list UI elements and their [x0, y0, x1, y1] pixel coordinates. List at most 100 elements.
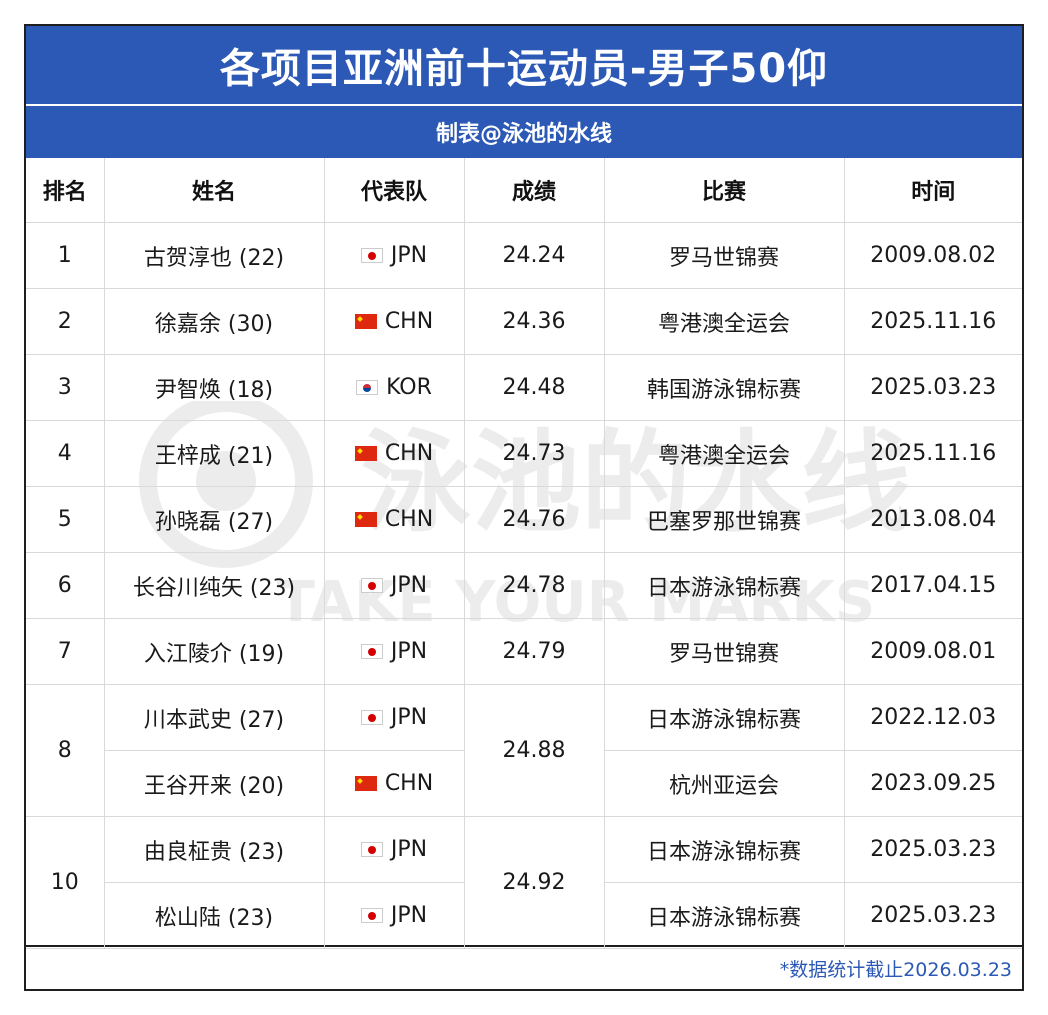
name-cell: 王梓成 (21) — [103, 420, 325, 487]
team-code: CHN — [384, 309, 434, 334]
team-code: JPN — [390, 837, 428, 862]
footer-note-bar: *数据统计截止2026.03.23 — [26, 945, 1022, 989]
name-cell: 松山陆 (23) — [103, 882, 325, 949]
date-cell: 2025.03.23 — [843, 816, 1022, 883]
date-cell: 2025.11.16 — [843, 420, 1022, 487]
table-row: 8 川本武史 (27) JPN 24.88 日本游泳锦标赛 2022.12.03 — [26, 684, 1022, 817]
date-cell: 2017.04.15 — [843, 552, 1022, 619]
result-cell: 24.73 — [463, 420, 605, 487]
table-row: 5 孙晓磊 (27) CHN 24.76 巴塞罗那世锦赛 2013.08.04 — [26, 486, 1022, 553]
team-code: KOR — [386, 375, 432, 400]
rank-cell: 10 — [26, 816, 105, 949]
table-row: 3 尹智焕 (18) KOR 24.48 韩国游泳锦标赛 2025.03.23 — [26, 354, 1022, 421]
table-subtitle: 制表@泳池的水线 — [26, 104, 1022, 158]
korea-flag-icon — [356, 380, 379, 395]
meet-cell: 韩国游泳锦标赛 — [603, 354, 845, 421]
team-code: CHN — [384, 441, 434, 466]
meet-cell: 日本游泳锦标赛 — [603, 816, 845, 883]
result-cell: 24.78 — [463, 552, 605, 619]
japan-flag-icon — [360, 578, 383, 593]
china-flag-icon — [354, 446, 377, 461]
ranking-table-card: 各项目亚洲前十运动员-男子50仰 制表@泳池的水线 泳池的水线 TAKE YOU… — [24, 24, 1024, 991]
rank-cell: 1 — [26, 222, 105, 289]
table-row: 10 由良柾贵 (23) JPN 24.92 日本游泳锦标赛 2025.03.2… — [26, 816, 1022, 949]
team-cell: JPN — [323, 618, 465, 685]
team-code: JPN — [390, 573, 428, 598]
ranking-table: 排名 姓名 代表队 成绩 比赛 时间 1 古贺淳也 (22) JPN 24.24… — [26, 158, 1022, 949]
date-cell: 2009.08.02 — [843, 222, 1022, 289]
date-cell: 2022.12.03 — [843, 684, 1022, 751]
name-cell: 王谷开来 (20) — [103, 750, 325, 817]
table-row: 1 古贺淳也 (22) JPN 24.24 罗马世锦赛 2009.08.02 — [26, 222, 1022, 289]
result-cell: 24.36 — [463, 288, 605, 355]
table-header-row: 排名 姓名 代表队 成绩 比赛 时间 — [26, 158, 1022, 223]
rank-cell: 3 — [26, 354, 105, 421]
china-flag-icon — [354, 314, 377, 329]
team-code: JPN — [390, 243, 428, 268]
table-row: 6 长谷川纯矢 (23) JPN 24.78 日本游泳锦标赛 2017.04.1… — [26, 552, 1022, 619]
table-row: 王谷开来 (20) CHN 杭州亚运会 2023.09.25 — [26, 750, 1022, 817]
meet-cell: 杭州亚运会 — [603, 750, 845, 817]
team-cell: KOR — [323, 354, 465, 421]
rank-cell: 5 — [26, 486, 105, 553]
result-cell: 24.76 — [463, 486, 605, 553]
date-cell: 2009.08.01 — [843, 618, 1022, 685]
table-row: 7 入江陵介 (19) JPN 24.79 罗马世锦赛 2009.08.01 — [26, 618, 1022, 685]
name-cell: 尹智焕 (18) — [103, 354, 325, 421]
japan-flag-icon — [360, 248, 383, 263]
team-code: JPN — [390, 705, 428, 730]
name-cell: 孙晓磊 (27) — [103, 486, 325, 553]
header-result: 成绩 — [463, 158, 605, 223]
header-meet: 比赛 — [603, 158, 845, 223]
team-cell: CHN — [323, 750, 465, 817]
name-cell: 长谷川纯矢 (23) — [103, 552, 325, 619]
team-cell: JPN — [323, 882, 465, 949]
date-cell: 2025.11.16 — [843, 288, 1022, 355]
table-title: 各项目亚洲前十运动员-男子50仰 — [26, 26, 1022, 104]
header-rank: 排名 — [26, 158, 105, 223]
date-cell: 2025.03.23 — [843, 882, 1022, 949]
header-date: 时间 — [843, 158, 1022, 223]
name-cell: 徐嘉余 (30) — [103, 288, 325, 355]
team-cell: JPN — [323, 684, 465, 751]
team-code: CHN — [384, 507, 434, 532]
meet-cell: 日本游泳锦标赛 — [603, 882, 845, 949]
table-row: 4 王梓成 (21) CHN 24.73 粤港澳全运会 2025.11.16 — [26, 420, 1022, 487]
date-cell: 2025.03.23 — [843, 354, 1022, 421]
japan-flag-icon — [360, 644, 383, 659]
meet-cell: 罗马世锦赛 — [603, 222, 845, 289]
table-row: 2 徐嘉余 (30) CHN 24.36 粤港澳全运会 2025.11.16 — [26, 288, 1022, 355]
name-cell: 川本武史 (27) — [103, 684, 325, 751]
meet-cell: 日本游泳锦标赛 — [603, 684, 845, 751]
result-cell: 24.79 — [463, 618, 605, 685]
name-cell: 古贺淳也 (22) — [103, 222, 325, 289]
table-row: 松山陆 (23) JPN 日本游泳锦标赛 2025.03.23 — [26, 882, 1022, 949]
result-cell: 24.92 — [463, 816, 605, 949]
result-cell: 24.24 — [463, 222, 605, 289]
footer-note: *数据统计截止2026.03.23 — [779, 958, 1012, 981]
rank-cell: 2 — [26, 288, 105, 355]
japan-flag-icon — [360, 842, 383, 857]
meet-cell: 日本游泳锦标赛 — [603, 552, 845, 619]
team-code: CHN — [384, 771, 434, 796]
meet-cell: 巴塞罗那世锦赛 — [603, 486, 845, 553]
team-code: JPN — [390, 639, 428, 664]
team-cell: JPN — [323, 552, 465, 619]
team-cell: CHN — [323, 420, 465, 487]
meet-cell: 粤港澳全运会 — [603, 420, 845, 487]
header-name: 姓名 — [103, 158, 325, 223]
meet-cell: 粤港澳全运会 — [603, 288, 845, 355]
result-cell: 24.88 — [463, 684, 605, 817]
rank-cell: 4 — [26, 420, 105, 487]
japan-flag-icon — [360, 908, 383, 923]
header-team: 代表队 — [323, 158, 465, 223]
team-cell: JPN — [323, 816, 465, 883]
name-cell: 由良柾贵 (23) — [103, 816, 325, 883]
team-cell: CHN — [323, 288, 465, 355]
date-cell: 2013.08.04 — [843, 486, 1022, 553]
team-code: JPN — [390, 903, 428, 928]
name-cell: 入江陵介 (19) — [103, 618, 325, 685]
team-cell: JPN — [323, 222, 465, 289]
team-cell: CHN — [323, 486, 465, 553]
meet-cell: 罗马世锦赛 — [603, 618, 845, 685]
